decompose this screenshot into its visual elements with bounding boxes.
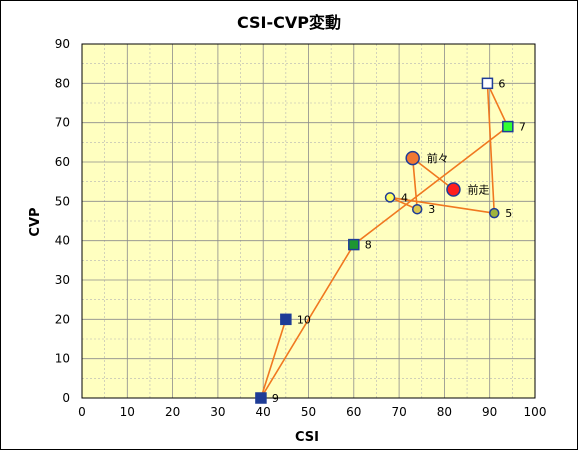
x-axis-label: CSI xyxy=(295,430,319,445)
data-point-10 xyxy=(280,313,292,326)
point-label: 4 xyxy=(401,191,408,204)
plot-area: 0 10 20 30 40 50 60 70 80 90 100 0 10 20 30 40 50 60 70 80 9… xyxy=(55,37,547,419)
point-label: 7 xyxy=(519,121,526,134)
x-tick-label: 30 xyxy=(210,405,225,419)
chart-title: CSI-CVP変動 xyxy=(237,13,341,32)
data-point-9 xyxy=(255,392,267,404)
point-label: 前走 xyxy=(467,183,489,197)
y-tick-label: 70 xyxy=(55,116,70,130)
y-tick-label: 60 xyxy=(55,155,70,169)
y-tick-label: 30 xyxy=(55,273,70,287)
y-tick-label: 10 xyxy=(55,352,70,366)
x-tick-label: 90 xyxy=(482,405,497,419)
x-tick-label: 60 xyxy=(346,405,361,419)
plot-border xyxy=(81,43,536,399)
y-tick-label: 90 xyxy=(55,37,70,51)
x-tick-label: 10 xyxy=(120,405,135,419)
data-point-前々 xyxy=(405,150,420,166)
point-label: 5 xyxy=(505,207,512,220)
point-label: 3 xyxy=(428,203,435,216)
data-point-5 xyxy=(488,207,500,219)
point-label: 6 xyxy=(498,77,505,90)
x-tick-label: 70 xyxy=(391,405,406,419)
y-tick-label: 80 xyxy=(55,76,70,90)
y-tick-label: 40 xyxy=(55,234,70,248)
series-line xyxy=(260,82,509,399)
x-tick-label: 0 xyxy=(78,405,86,419)
data-point-4 xyxy=(384,192,396,203)
point-label: 8 xyxy=(365,239,372,252)
x-tick-label: 40 xyxy=(256,405,271,419)
data-point-8 xyxy=(348,238,360,251)
x-tick-label: 80 xyxy=(437,405,452,419)
data-point-6 xyxy=(481,77,494,90)
x-tick-label: 100 xyxy=(524,405,547,419)
y-tick-label: 50 xyxy=(55,194,70,208)
y-tick-label: 0 xyxy=(62,391,70,405)
x-tick-label: 50 xyxy=(301,405,316,419)
point-label: 10 xyxy=(297,313,311,326)
data-point-3 xyxy=(411,203,423,215)
x-tick-label: 20 xyxy=(165,405,180,419)
data-point-7 xyxy=(502,120,514,133)
point-label: 前々 xyxy=(427,151,449,165)
y-axis-label: CVP xyxy=(28,207,43,236)
y-tick-label: 20 xyxy=(55,312,70,326)
point-label: 9 xyxy=(272,392,279,405)
data-point-前走 xyxy=(446,182,461,197)
